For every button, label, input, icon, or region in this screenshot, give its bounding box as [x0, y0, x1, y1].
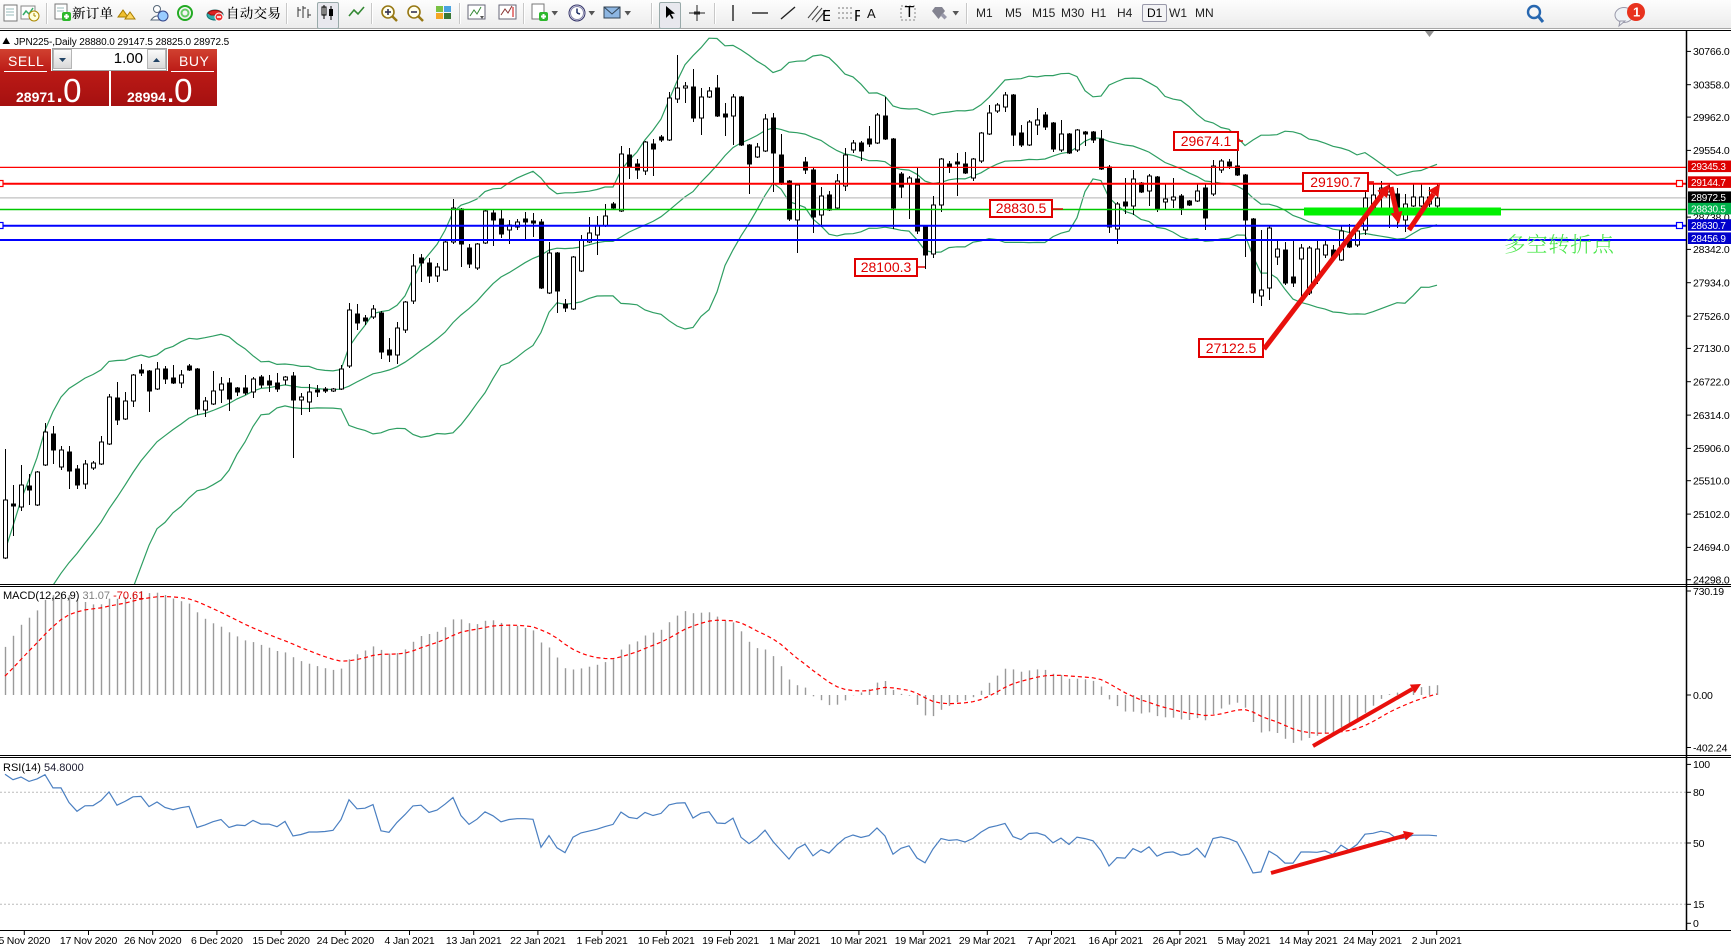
svg-text:26 Apr 2021: 26 Apr 2021	[1153, 935, 1208, 947]
svg-text:27526.0: 27526.0	[1693, 311, 1730, 323]
svg-text:F: F	[854, 8, 860, 23]
svg-text:29554.0: 29554.0	[1693, 145, 1730, 157]
svg-text:-402.24: -402.24	[1693, 742, 1728, 754]
svg-text:1 Mar 2021: 1 Mar 2021	[769, 935, 820, 947]
svg-text:26722.0: 26722.0	[1693, 377, 1730, 389]
svg-text:30766.0: 30766.0	[1693, 46, 1730, 58]
svg-text:10 Feb 2021: 10 Feb 2021	[638, 935, 695, 947]
svg-text:25510.0: 25510.0	[1693, 476, 1730, 488]
svg-text:28830.5: 28830.5	[1691, 204, 1726, 215]
svg-text:MACD(12,26,9) 31.07 -70.61: MACD(12,26,9) 31.07 -70.61	[3, 590, 144, 602]
svg-text:0.00: 0.00	[1693, 690, 1713, 702]
svg-text:5 Nov 2020: 5 Nov 2020	[0, 935, 51, 947]
svg-text:10 Mar 2021: 10 Mar 2021	[831, 935, 888, 947]
svg-text:50: 50	[1693, 838, 1705, 850]
svg-text:27934.0: 27934.0	[1693, 278, 1730, 290]
svg-text:28972.5: 28972.5	[1691, 193, 1726, 204]
svg-text:730.19: 730.19	[1693, 586, 1724, 598]
svg-text:26 Nov 2020: 26 Nov 2020	[124, 935, 182, 947]
svg-text:27130.0: 27130.0	[1693, 343, 1730, 355]
svg-text:6 Dec 2020: 6 Dec 2020	[191, 935, 243, 947]
svg-text:7 Apr 2021: 7 Apr 2021	[1027, 935, 1076, 947]
svg-text:28830.5: 28830.5	[996, 200, 1047, 216]
svg-text:29345.3: 29345.3	[1691, 162, 1726, 173]
svg-text:28630.7: 28630.7	[1691, 221, 1726, 232]
svg-text:24 May 2021: 24 May 2021	[1343, 935, 1402, 947]
svg-text:JPN225-,Daily 28880.0 29147.5: JPN225-,Daily 28880.0 29147.5 28825.0 28…	[14, 37, 230, 48]
svg-text:100: 100	[1693, 759, 1710, 771]
svg-text:24 Dec 2020: 24 Dec 2020	[317, 935, 375, 947]
svg-text:16 Apr 2021: 16 Apr 2021	[1088, 935, 1143, 947]
svg-text:17 Nov 2020: 17 Nov 2020	[60, 935, 118, 947]
svg-text:29962.0: 29962.0	[1693, 112, 1730, 124]
svg-text:5 May 2021: 5 May 2021	[1218, 935, 1271, 947]
svg-text:19 Mar 2021: 19 Mar 2021	[895, 935, 952, 947]
svg-text:4 Jan 2021: 4 Jan 2021	[385, 935, 435, 947]
svg-text:28456.9: 28456.9	[1691, 234, 1726, 245]
svg-text:2 Jun 2021: 2 Jun 2021	[1412, 935, 1462, 947]
svg-text:RSI(14) 54.8000: RSI(14) 54.8000	[3, 762, 84, 774]
svg-text:24298.0: 24298.0	[1693, 575, 1730, 587]
svg-text:28342.0: 28342.0	[1693, 244, 1730, 256]
svg-text:30358.0: 30358.0	[1693, 80, 1730, 92]
svg-text:1: 1	[1633, 5, 1640, 20]
svg-text:26314.0: 26314.0	[1693, 410, 1730, 422]
svg-text:27122.5: 27122.5	[1206, 340, 1257, 356]
svg-text:28100.3: 28100.3	[861, 259, 912, 275]
svg-text:13 Jan 2021: 13 Jan 2021	[446, 935, 502, 947]
svg-text:29144.7: 29144.7	[1691, 178, 1726, 189]
svg-text:1 Feb 2021: 1 Feb 2021	[577, 935, 628, 947]
svg-text:19 Feb 2021: 19 Feb 2021	[702, 935, 759, 947]
svg-text:29674.1: 29674.1	[1181, 133, 1232, 149]
svg-text:22 Jan 2021: 22 Jan 2021	[510, 935, 566, 947]
svg-text:25906.0: 25906.0	[1693, 443, 1730, 455]
svg-text:T: T	[905, 4, 915, 21]
svg-text:80: 80	[1693, 787, 1705, 799]
svg-text:14 May 2021: 14 May 2021	[1279, 935, 1338, 947]
svg-text:25102.0: 25102.0	[1693, 509, 1730, 521]
svg-text:15 Dec 2020: 15 Dec 2020	[252, 935, 310, 947]
svg-text:E: E	[822, 8, 830, 23]
svg-text:15: 15	[1693, 899, 1705, 911]
svg-text:0: 0	[1693, 918, 1699, 930]
svg-text:24694.0: 24694.0	[1693, 542, 1730, 554]
svg-text:29190.7: 29190.7	[1310, 174, 1361, 190]
svg-text:29 Mar 2021: 29 Mar 2021	[959, 935, 1016, 947]
